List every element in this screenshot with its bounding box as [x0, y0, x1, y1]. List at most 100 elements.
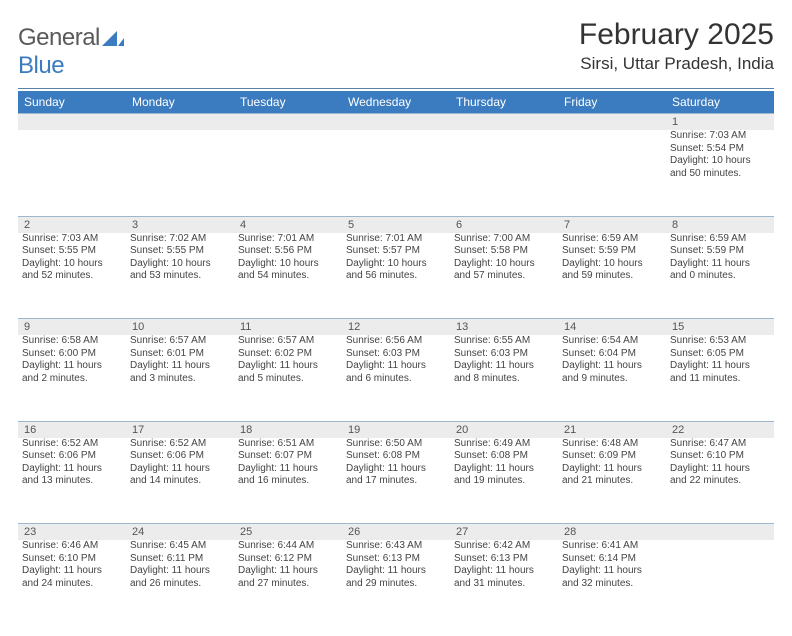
day-cell: Sunrise: 6:51 AMSunset: 6:07 PMDaylight:… [234, 438, 342, 524]
day-number: 21 [558, 421, 666, 438]
daylight-text-2: and 8 minutes. [454, 373, 554, 386]
sunrise-text: Sunrise: 6:42 AM [454, 540, 554, 553]
sunset-text: Sunset: 6:08 PM [454, 450, 554, 463]
daylight-text-1: Daylight: 11 hours [346, 360, 446, 373]
sunset-text: Sunset: 5:55 PM [130, 245, 230, 258]
day-cell: Sunrise: 7:01 AMSunset: 5:56 PMDaylight:… [234, 233, 342, 319]
daylight-text-1: Daylight: 11 hours [454, 565, 554, 578]
sunset-text: Sunset: 6:00 PM [22, 348, 122, 361]
day-number: 5 [342, 216, 450, 233]
sunset-text: Sunset: 6:11 PM [130, 553, 230, 566]
day-cell: Sunrise: 6:45 AMSunset: 6:11 PMDaylight:… [126, 540, 234, 626]
day-cell [558, 130, 666, 216]
day-cell: Sunrise: 6:56 AMSunset: 6:03 PMDaylight:… [342, 335, 450, 421]
sunset-text: Sunset: 5:58 PM [454, 245, 554, 258]
daylight-text-2: and 57 minutes. [454, 270, 554, 283]
daylight-text-1: Daylight: 10 hours [346, 258, 446, 271]
day-cell: Sunrise: 6:53 AMSunset: 6:05 PMDaylight:… [666, 335, 774, 421]
day-number: 6 [450, 216, 558, 233]
day-cell [126, 130, 234, 216]
day-cell: Sunrise: 7:00 AMSunset: 5:58 PMDaylight:… [450, 233, 558, 319]
day-number: 24 [126, 524, 234, 541]
daylight-text-1: Daylight: 11 hours [562, 463, 662, 476]
day-number [126, 114, 234, 131]
daylight-text-1: Daylight: 10 hours [670, 155, 770, 168]
daylight-text-1: Daylight: 11 hours [346, 565, 446, 578]
day-cell: Sunrise: 7:01 AMSunset: 5:57 PMDaylight:… [342, 233, 450, 319]
daylight-text-2: and 19 minutes. [454, 475, 554, 488]
sunset-text: Sunset: 6:02 PM [238, 348, 338, 361]
day-number: 12 [342, 319, 450, 336]
weekday-header: Friday [558, 91, 666, 114]
day-cell: Sunrise: 6:41 AMSunset: 6:14 PMDaylight:… [558, 540, 666, 626]
day-cell: Sunrise: 6:49 AMSunset: 6:08 PMDaylight:… [450, 438, 558, 524]
daylight-text-1: Daylight: 11 hours [130, 565, 230, 578]
day-number: 16 [18, 421, 126, 438]
daylight-text-2: and 52 minutes. [22, 270, 122, 283]
sunrise-text: Sunrise: 6:57 AM [238, 335, 338, 348]
daylight-text-2: and 22 minutes. [670, 475, 770, 488]
daynum-row: 1 [18, 114, 774, 131]
day-number: 26 [342, 524, 450, 541]
sunrise-text: Sunrise: 6:46 AM [22, 540, 122, 553]
daynum-row: 232425262728 [18, 524, 774, 541]
day-cell: Sunrise: 6:48 AMSunset: 6:09 PMDaylight:… [558, 438, 666, 524]
day-number: 17 [126, 421, 234, 438]
sunrise-text: Sunrise: 6:43 AM [346, 540, 446, 553]
sunset-text: Sunset: 6:13 PM [454, 553, 554, 566]
sunrise-text: Sunrise: 7:01 AM [238, 233, 338, 246]
daylight-text-2: and 21 minutes. [562, 475, 662, 488]
daylight-text-1: Daylight: 11 hours [238, 463, 338, 476]
day-cell: Sunrise: 7:03 AMSunset: 5:54 PMDaylight:… [666, 130, 774, 216]
sunrise-text: Sunrise: 6:59 AM [670, 233, 770, 246]
day-number: 15 [666, 319, 774, 336]
sunrise-text: Sunrise: 6:49 AM [454, 438, 554, 451]
sunrise-text: Sunrise: 6:58 AM [22, 335, 122, 348]
day-cell: Sunrise: 6:59 AMSunset: 5:59 PMDaylight:… [666, 233, 774, 319]
day-number: 10 [126, 319, 234, 336]
daylight-text-2: and 3 minutes. [130, 373, 230, 386]
day-number: 4 [234, 216, 342, 233]
day-cell: Sunrise: 6:55 AMSunset: 6:03 PMDaylight:… [450, 335, 558, 421]
daylight-text-2: and 56 minutes. [346, 270, 446, 283]
day-number: 1 [666, 114, 774, 131]
daylight-text-2: and 17 minutes. [346, 475, 446, 488]
sunrise-text: Sunrise: 6:56 AM [346, 335, 446, 348]
day-content-row: Sunrise: 7:03 AMSunset: 5:55 PMDaylight:… [18, 233, 774, 319]
daylight-text-1: Daylight: 11 hours [22, 360, 122, 373]
day-cell [450, 130, 558, 216]
header-rule [18, 88, 774, 89]
sunrise-text: Sunrise: 7:00 AM [454, 233, 554, 246]
daylight-text-2: and 16 minutes. [238, 475, 338, 488]
location: Sirsi, Uttar Pradesh, India [579, 54, 774, 74]
sunset-text: Sunset: 6:10 PM [670, 450, 770, 463]
sunrise-text: Sunrise: 6:48 AM [562, 438, 662, 451]
sunrise-text: Sunrise: 6:52 AM [22, 438, 122, 451]
sunrise-text: Sunrise: 6:54 AM [562, 335, 662, 348]
daylight-text-2: and 27 minutes. [238, 578, 338, 591]
daylight-text-2: and 29 minutes. [346, 578, 446, 591]
daylight-text-1: Daylight: 11 hours [346, 463, 446, 476]
day-content-row: Sunrise: 6:58 AMSunset: 6:00 PMDaylight:… [18, 335, 774, 421]
day-number: 23 [18, 524, 126, 541]
sunset-text: Sunset: 6:12 PM [238, 553, 338, 566]
header: GeneralBlue February 2025 Sirsi, Uttar P… [18, 18, 774, 80]
sunset-text: Sunset: 5:59 PM [670, 245, 770, 258]
day-cell: Sunrise: 7:02 AMSunset: 5:55 PMDaylight:… [126, 233, 234, 319]
day-number [450, 114, 558, 131]
day-number [342, 114, 450, 131]
day-number [234, 114, 342, 131]
daylight-text-1: Daylight: 10 hours [562, 258, 662, 271]
sunset-text: Sunset: 5:57 PM [346, 245, 446, 258]
sunset-text: Sunset: 5:59 PM [562, 245, 662, 258]
brand-logo: GeneralBlue [18, 18, 124, 80]
daylight-text-1: Daylight: 11 hours [562, 565, 662, 578]
weekday-header: Thursday [450, 91, 558, 114]
daylight-text-1: Daylight: 11 hours [22, 463, 122, 476]
day-number: 2 [18, 216, 126, 233]
day-cell: Sunrise: 7:03 AMSunset: 5:55 PMDaylight:… [18, 233, 126, 319]
month-title: February 2025 [579, 18, 774, 52]
daylight-text-2: and 0 minutes. [670, 270, 770, 283]
day-cell: Sunrise: 6:52 AMSunset: 6:06 PMDaylight:… [18, 438, 126, 524]
daylight-text-2: and 2 minutes. [22, 373, 122, 386]
